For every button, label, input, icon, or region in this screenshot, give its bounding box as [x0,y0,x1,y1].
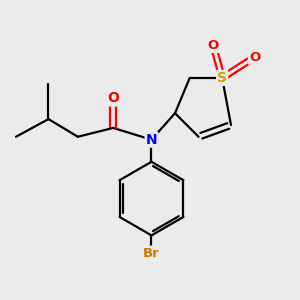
Text: O: O [208,39,219,52]
Text: S: S [217,71,227,85]
Text: Br: Br [143,247,160,260]
Text: O: O [249,51,260,64]
Text: O: O [107,92,119,106]
Text: N: N [146,133,157,147]
